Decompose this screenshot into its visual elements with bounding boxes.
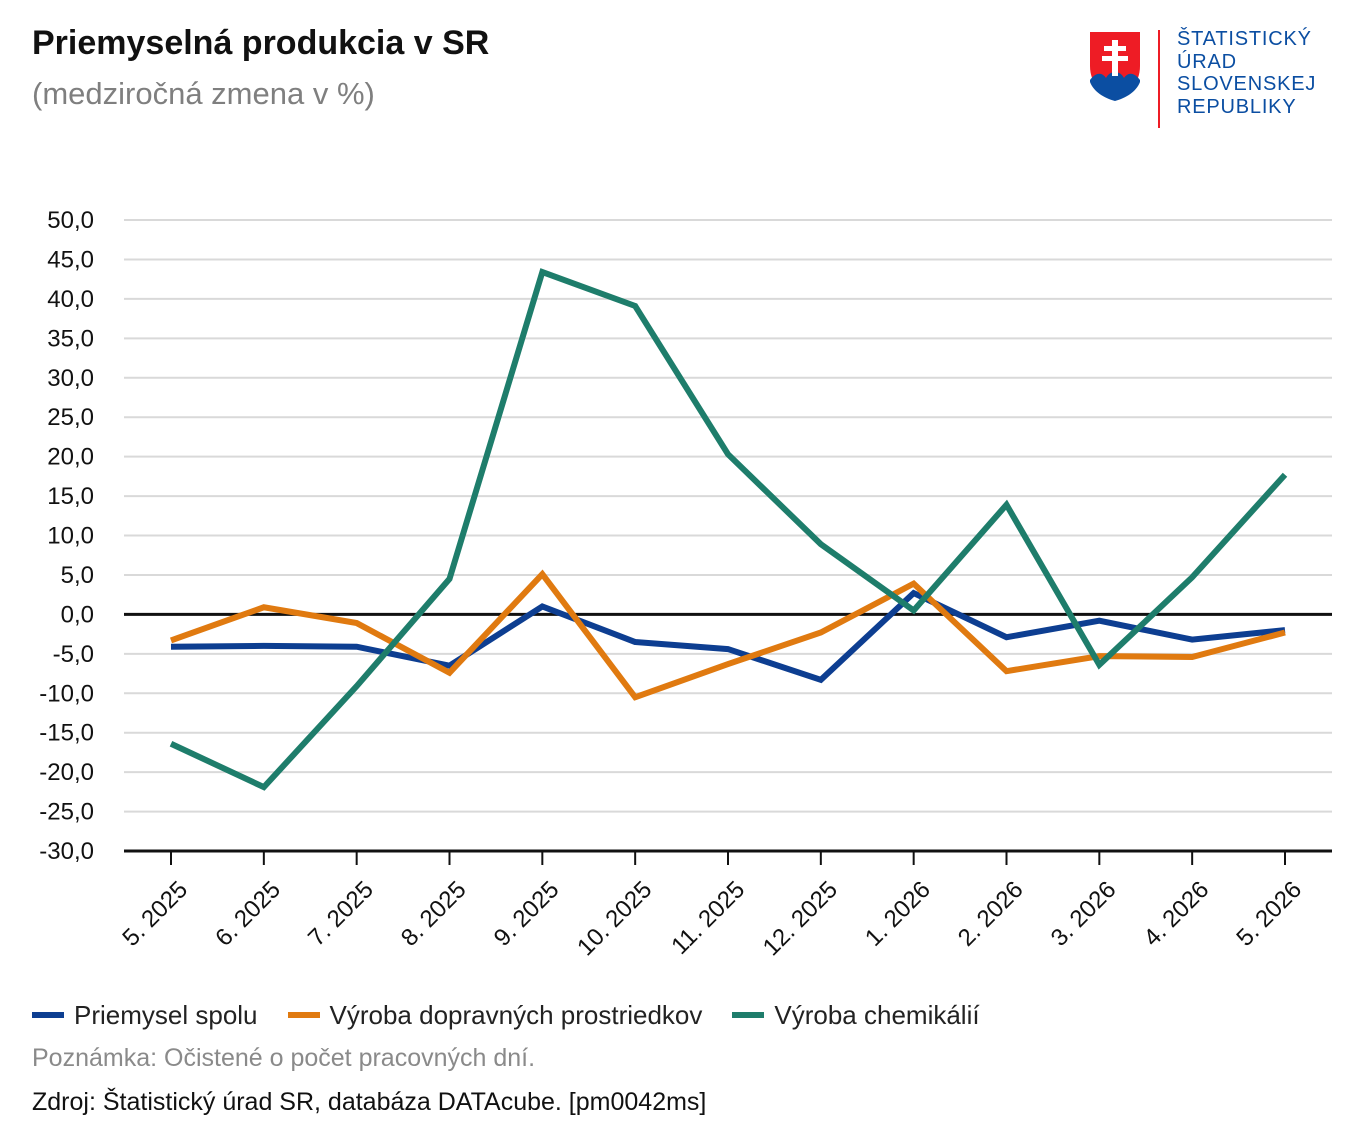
- chart-subtitle: (medziročná zmena v %): [32, 76, 375, 111]
- logo-line: REPUBLIKY: [1177, 95, 1297, 118]
- slovak-coat-of-arms-icon: [1090, 32, 1140, 101]
- series-line-3: [169, 268, 1288, 791]
- x-tick-label: 6. 2025: [210, 876, 286, 952]
- logo-line: ŠTATISTICKÝ: [1177, 28, 1312, 50]
- series-line-2: [169, 569, 1286, 701]
- y-tick-label: 50,0: [47, 207, 94, 234]
- footnote: Poznámka: Očistené o počet pracovných dn…: [32, 1044, 536, 1072]
- x-tick-label: 5. 2026: [1231, 876, 1307, 952]
- legend-label: Priemysel spolu: [74, 999, 258, 1030]
- legend-item-3: Výroba chemikálií: [732, 999, 980, 1031]
- y-axis-tick-labels: 50,0 45,0 40,0 35,0 30,0 25,0 20,0 15,0 10,0 5,0 0…: [39, 207, 94, 865]
- series-lines: [169, 268, 1288, 791]
- logo-line: SLOVENSKEJ: [1177, 73, 1317, 95]
- x-tick-label: 9. 2025: [489, 876, 565, 952]
- x-tick-label: 11. 2025: [666, 876, 750, 960]
- y-tick-label: 30,0: [47, 365, 94, 392]
- x-tick-label: 2. 2026: [953, 876, 1029, 952]
- legend-item-2: Výroba dopravných prostriedkov: [287, 999, 703, 1031]
- y-tick-label: -15,0: [39, 720, 94, 747]
- line-chart: 50,0 45,0 40,0 35,0 30,0 25,0 20,0 15,0 10,0 5,0 0…: [39, 207, 1332, 961]
- y-tick-label: 10,0: [47, 523, 94, 550]
- y-tick-label: -20,0: [39, 759, 94, 786]
- x-tick-label: 8. 2025: [396, 876, 472, 952]
- statistical-office-logo: ŠTATISTICKÝ ÚRAD SLOVENSKEJ REPUBLIKY: [1088, 28, 1338, 130]
- y-tick-label: -30,0: [39, 838, 94, 865]
- series-line-1: [170, 589, 1286, 684]
- y-tick-label: 45,0: [47, 246, 94, 273]
- x-tick-label: 3. 2026: [1046, 876, 1122, 952]
- y-tick-label: 20,0: [47, 444, 94, 471]
- y-tick-label: 0,0: [61, 601, 94, 628]
- x-tick-label: 4. 2026: [1139, 876, 1215, 952]
- legend-label: Výroba chemikálií: [774, 999, 980, 1030]
- logo-divider: [1158, 30, 1160, 128]
- x-axis-tick-labels: 5. 2025 6. 2025 7. 2025 8. 2025 9. 2025 10. 2…: [117, 851, 1307, 961]
- y-tick-label: 15,0: [47, 483, 94, 510]
- y-tick-label: -10,0: [39, 680, 94, 707]
- legend: Priemysel spolu Výroba dopravných prostri…: [32, 998, 1010, 1032]
- y-tick-label: -5,0: [53, 641, 94, 668]
- y-tick-label: -25,0: [39, 799, 94, 826]
- x-tick-label: 12. 2025: [758, 876, 843, 961]
- logo-text: ŠTATISTICKÝ ÚRAD SLOVENSKEJ REPUBLIKY: [1177, 28, 1316, 118]
- y-tick-label: 40,0: [47, 286, 94, 313]
- x-tick-label: 1. 2026: [860, 876, 936, 952]
- x-tick-label: 10. 2025: [572, 876, 657, 961]
- legend-label: Výroba dopravných prostriedkov: [329, 999, 703, 1030]
- chart-title: Priemyselná produkcia v SR: [32, 24, 490, 62]
- logo-line: ÚRAD: [1177, 50, 1237, 73]
- legend-swatch: [32, 1012, 64, 1018]
- y-tick-label: 35,0: [47, 325, 94, 352]
- legend-swatch: [287, 1012, 320, 1018]
- grid-lines: [124, 219, 1332, 853]
- x-tick-label: 5. 2025: [117, 876, 193, 952]
- x-tick-label: 7. 2025: [303, 876, 379, 952]
- source-line: Zdroj: Štatistický úrad SR, databáza DAT…: [32, 1088, 707, 1116]
- y-tick-label: 25,0: [47, 404, 94, 431]
- y-tick-label: 5,0: [61, 562, 94, 589]
- legend-item-1: Priemysel spolu: [32, 1000, 258, 1031]
- legend-swatch: [732, 1012, 765, 1018]
